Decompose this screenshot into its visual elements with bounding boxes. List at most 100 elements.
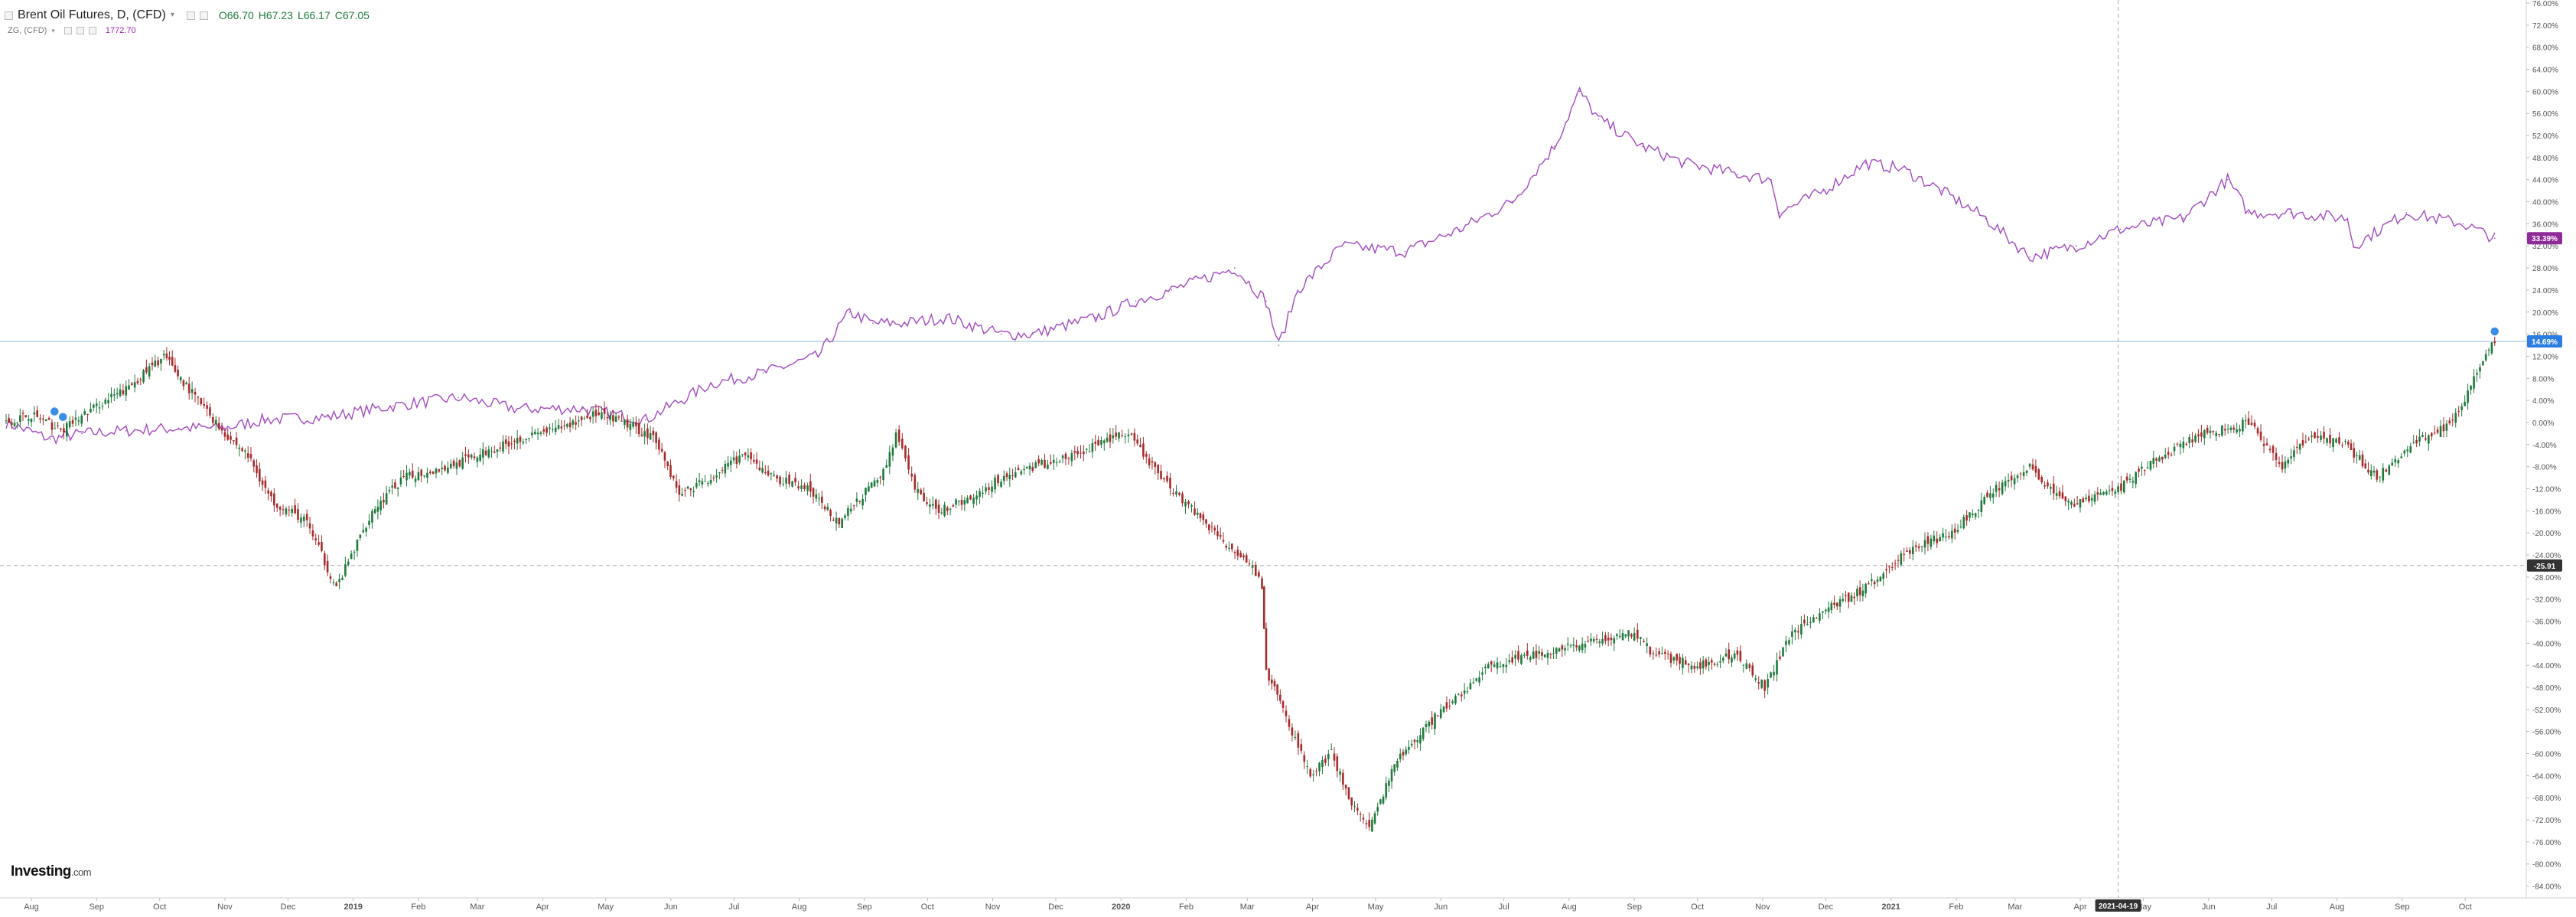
candle <box>2102 491 2105 496</box>
candle <box>2061 485 2064 500</box>
candle <box>1139 437 1141 448</box>
candle-body <box>865 488 867 495</box>
candle <box>2454 408 2457 428</box>
candle-body <box>1315 771 1317 772</box>
candle <box>1228 541 1230 552</box>
candle-body <box>1416 739 1419 742</box>
legend-main-row[interactable]: Brent Oil Futures, D, (CFD) ▾ O66.70 H67… <box>5 8 370 23</box>
crosshair-y-badge-text: -25.91 <box>2534 563 2556 571</box>
candle-body <box>2320 435 2322 440</box>
candle <box>2406 445 2409 458</box>
dropdown-caret-icon[interactable]: ▾ <box>51 27 55 34</box>
x-tick-label: Dec <box>1048 902 1063 912</box>
candle <box>264 475 267 494</box>
candle <box>136 377 139 385</box>
overlay-point <box>2405 212 2408 214</box>
candle <box>873 477 876 488</box>
candle-body <box>2191 439 2193 443</box>
candle <box>1333 747 1336 767</box>
candle-body <box>1031 467 1034 472</box>
candle <box>8 413 10 423</box>
y-tick-label: -28.00% <box>2532 574 2561 583</box>
candle-body <box>1871 579 1873 582</box>
candle <box>663 451 666 468</box>
event-marker-icon[interactable] <box>57 411 68 423</box>
candle <box>913 472 917 493</box>
candle <box>522 438 525 445</box>
candle <box>1672 656 1676 664</box>
candle-body <box>414 478 417 482</box>
candle-body <box>1876 579 1879 583</box>
x-tick-label: Jul <box>1499 902 1509 912</box>
candle-body <box>1371 819 1373 832</box>
candle-body <box>1508 660 1511 662</box>
candle <box>709 474 712 486</box>
candle-body <box>1318 762 1321 772</box>
candle <box>1572 637 1575 653</box>
candle <box>1945 529 1947 542</box>
event-marker-a[interactable] <box>49 406 60 417</box>
candle <box>1248 559 1251 566</box>
candle-body <box>2388 465 2391 475</box>
candle-body <box>1484 666 1487 669</box>
candle <box>1850 592 1853 602</box>
candle-body <box>350 553 353 560</box>
candle-body <box>2185 443 2188 445</box>
hide-overlay-icon[interactable] <box>64 27 72 34</box>
candle <box>1842 593 1845 603</box>
candle-body <box>232 440 235 442</box>
candle <box>1181 491 1184 507</box>
candle-body <box>2460 406 2463 410</box>
candle-body <box>764 472 767 473</box>
remove-overlay-icon[interactable] <box>88 27 96 34</box>
overlay-point <box>1597 118 1600 120</box>
candle <box>1106 432 1109 443</box>
overlay-settings-icon[interactable] <box>76 27 84 34</box>
candle-body <box>1728 649 1731 660</box>
candle <box>1342 769 1344 791</box>
candle <box>1187 500 1190 509</box>
candle <box>113 388 116 402</box>
candle-body <box>1136 439 1139 444</box>
candle-body <box>963 500 966 505</box>
candle <box>1003 470 1005 485</box>
candle <box>764 465 767 475</box>
candle <box>1754 674 1757 683</box>
candle-body <box>1900 553 1903 565</box>
event-marker-c[interactable] <box>2490 326 2500 337</box>
candle <box>1291 723 1294 742</box>
legend-overlay-row[interactable]: ZG, (CFD) ▾ 1772.70 <box>5 23 370 38</box>
event-marker-icon[interactable] <box>49 406 60 417</box>
candle <box>1020 469 1023 476</box>
candle <box>504 435 507 449</box>
candle-body <box>1679 657 1681 664</box>
candle <box>131 381 133 386</box>
candle <box>1225 543 1228 551</box>
candle <box>1986 490 1988 498</box>
candle <box>1652 650 1655 660</box>
candle <box>701 478 704 488</box>
candle-body <box>949 508 952 510</box>
candle <box>1684 656 1687 665</box>
crosshair-x-badge-bg <box>2095 899 2141 912</box>
candle <box>1408 740 1410 755</box>
candle-body <box>868 486 870 492</box>
candle-body <box>142 370 145 383</box>
candle-body <box>2454 413 2457 423</box>
collapse-legend-icon[interactable] <box>5 11 13 20</box>
hide-series-icon[interactable] <box>186 11 195 20</box>
candle-body <box>617 416 620 418</box>
event-marker-icon[interactable] <box>2490 326 2500 337</box>
event-marker-b[interactable] <box>57 411 68 423</box>
candle-body <box>1546 652 1549 658</box>
candle <box>1939 534 1941 542</box>
candle <box>678 478 681 502</box>
overlay-point <box>2075 245 2077 247</box>
dropdown-caret-icon[interactable]: ▾ <box>170 11 174 19</box>
x-tick-label: Sep <box>1627 902 1642 912</box>
candle <box>1297 730 1300 755</box>
series-settings-icon[interactable] <box>199 11 208 20</box>
candle <box>2004 476 2007 491</box>
